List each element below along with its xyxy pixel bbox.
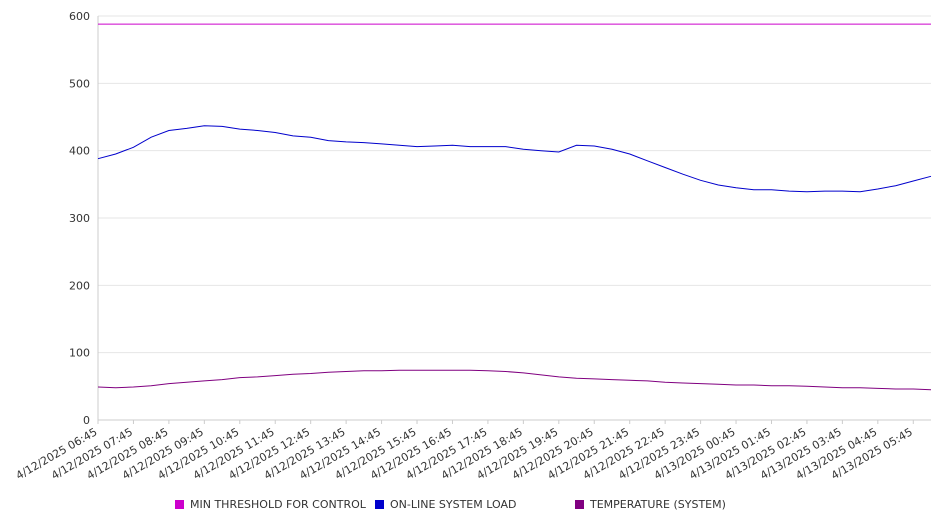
y-tick-label: 0 [83, 414, 90, 427]
legend-swatch [375, 500, 384, 509]
gridlines [98, 15, 931, 354]
y-tick-label: 300 [69, 212, 90, 225]
y-tick-label: 500 [69, 77, 90, 90]
y-tick-label: 400 [69, 145, 90, 158]
legend-swatch [175, 500, 184, 509]
y-axis-tick-labels: 0 100 200 300 400 500 600 [69, 10, 90, 427]
series-line-1 [97, 125, 932, 193]
legend: MIN THRESHOLD FOR CONTROL ON-LINE SYSTEM … [0, 498, 946, 514]
y-tick-label: 200 [69, 279, 90, 292]
legend-item[interactable]: MIN THRESHOLD FOR CONTROL [175, 498, 366, 511]
series-line-2 [97, 369, 932, 391]
legend-item[interactable]: ON-LINE SYSTEM LOAD [375, 498, 516, 511]
y-tick-label: 100 [69, 347, 90, 360]
axes [97, 16, 931, 424]
legend-label: ON-LINE SYSTEM LOAD [390, 498, 517, 511]
line-chart: 0 100 200 300 400 500 600 4/12/2025 06:454/12/… [14, 10, 932, 482]
legend-label: MIN THRESHOLD FOR CONTROL [190, 498, 366, 511]
legend-item[interactable]: TEMPERATURE (SYSTEM) [575, 498, 726, 511]
y-tick-label: 600 [69, 10, 90, 23]
legend-label: TEMPERATURE (SYSTEM) [590, 498, 726, 511]
x-axis-tick-labels: 4/12/2025 06:454/12/2025 07:454/12/2025 … [14, 425, 915, 482]
legend-swatch [575, 500, 584, 509]
series-lines [97, 23, 932, 391]
